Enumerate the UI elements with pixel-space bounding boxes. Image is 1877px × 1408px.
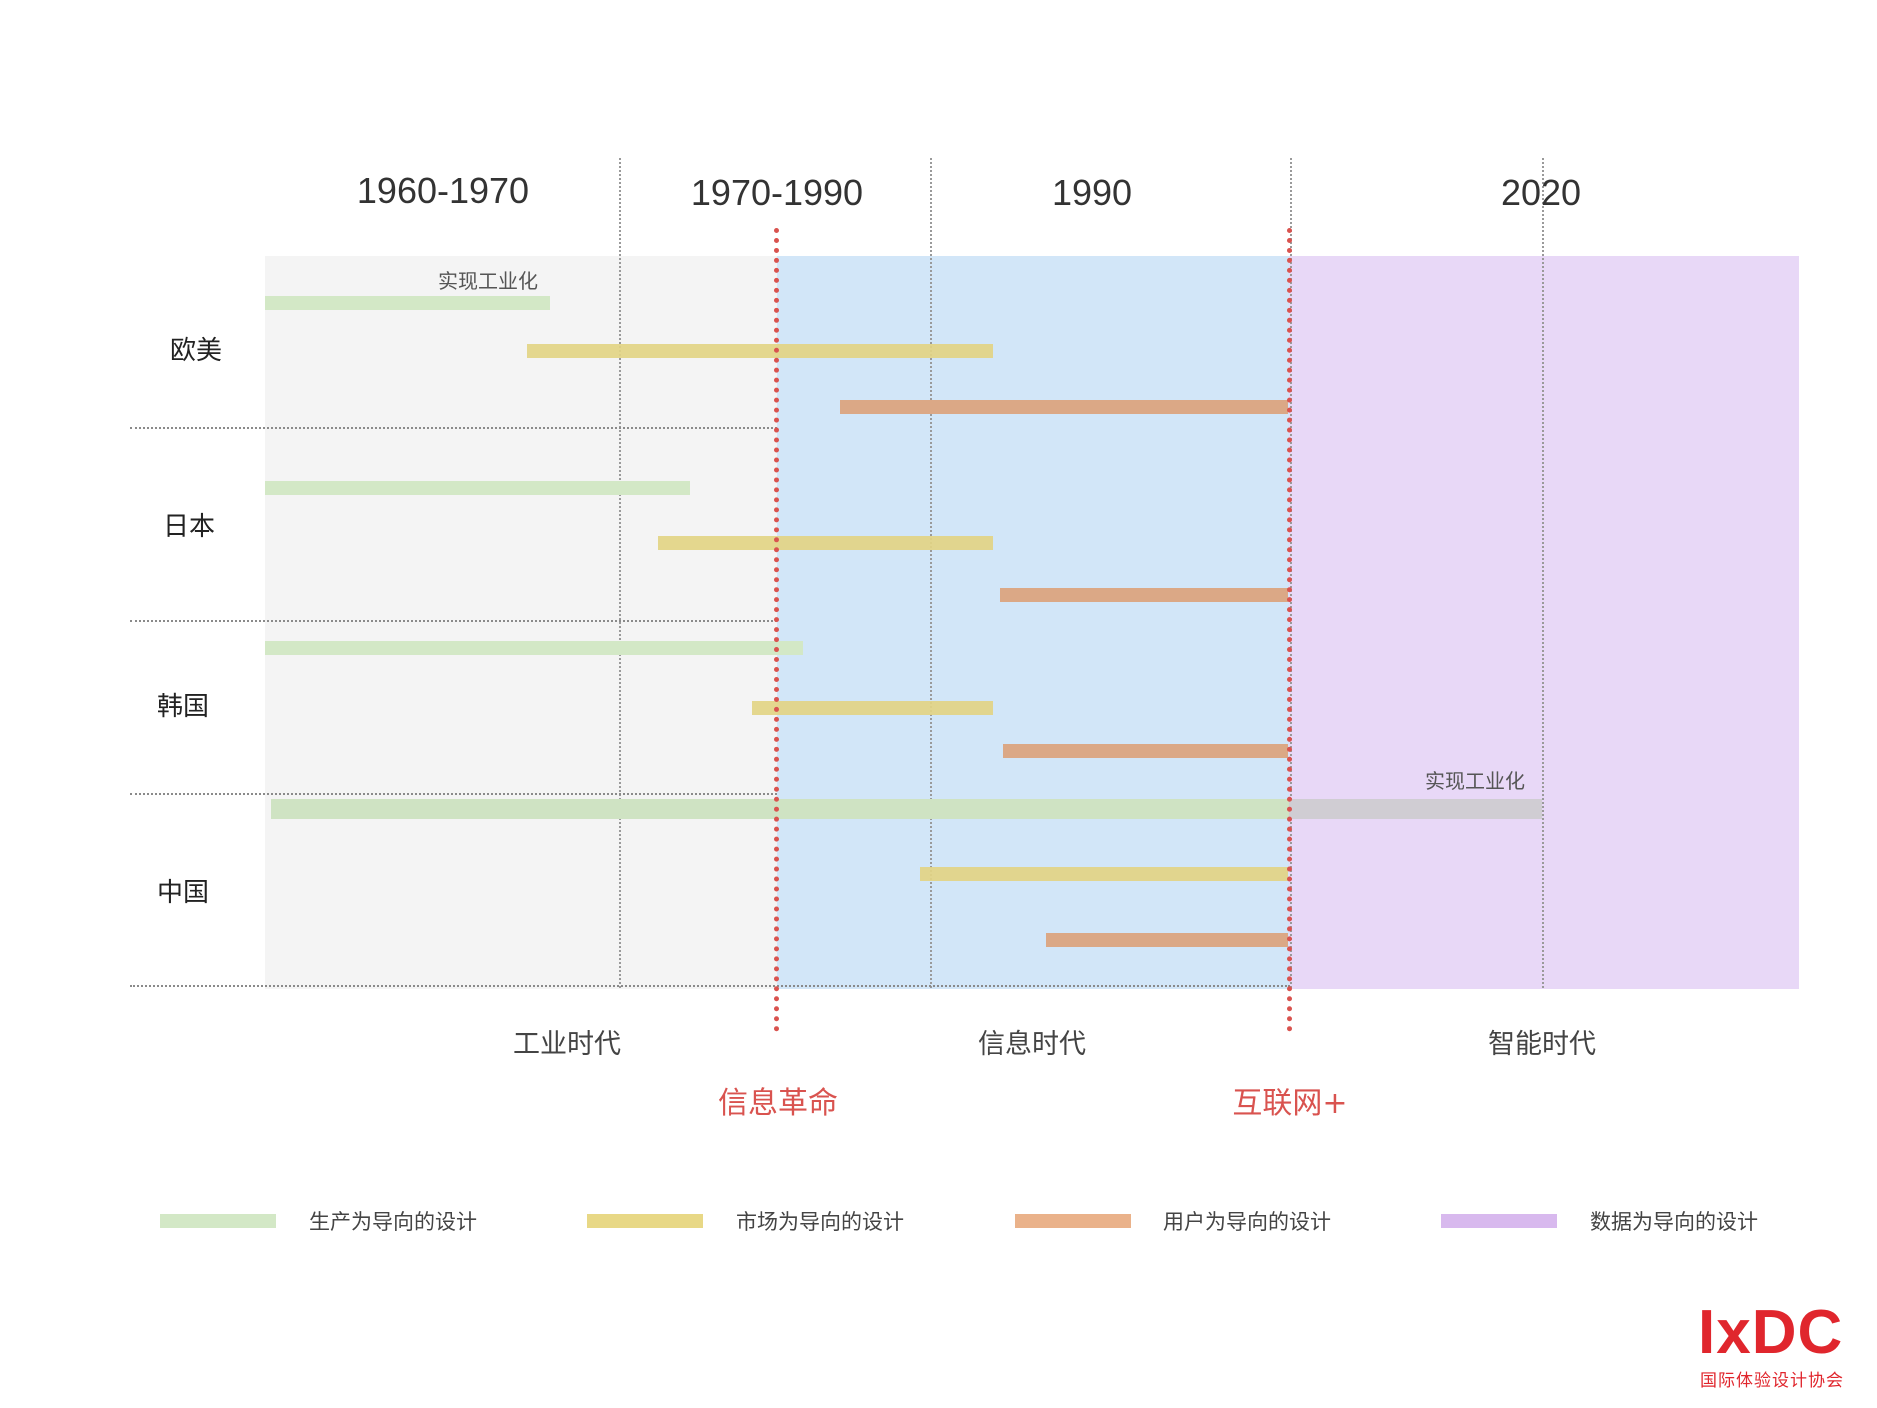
- period-label: 1990: [1051, 172, 1133, 213]
- period-divider-4: [1542, 158, 1544, 988]
- user-design-bar: [840, 400, 1288, 414]
- production-design-bar: [265, 481, 690, 495]
- market-design-bar: [752, 701, 993, 715]
- market-design-bar: [527, 344, 993, 358]
- user-design-bar: [1000, 588, 1288, 602]
- legend-label: 用户为导向的设计: [1163, 1210, 1331, 1234]
- production-design-bar: [265, 296, 550, 310]
- information-era-band: [777, 256, 1289, 989]
- period-divider-1: [619, 158, 621, 988]
- region-divider-2: [130, 620, 777, 622]
- region-divider-3: [130, 793, 777, 795]
- region-divider-4: [130, 985, 1290, 987]
- ixdc-logo-subtitle: 国际体验设计协会: [1700, 1371, 1844, 1390]
- intelligent-era-band: [1289, 256, 1799, 989]
- period-label: 1970-1990: [690, 172, 864, 213]
- region-label: 欧美: [170, 336, 223, 366]
- industrialization-note: 实现工业化: [438, 269, 538, 293]
- region-label: 中国: [157, 878, 210, 908]
- era-label: 工业时代: [513, 1029, 621, 1060]
- period-label: 2020: [1500, 172, 1582, 213]
- legend-label: 市场为导向的设计: [736, 1210, 904, 1234]
- legend-swatch-user: [1015, 1214, 1131, 1228]
- legend-swatch-production: [160, 1214, 276, 1228]
- period-label: 1960-1970: [356, 170, 530, 211]
- era-label: 智能时代: [1488, 1029, 1596, 1060]
- industrial-era-band: [265, 256, 777, 989]
- period-divider-2: [930, 158, 932, 988]
- market-design-bar: [658, 536, 993, 550]
- region-label: 日本: [163, 512, 216, 542]
- event-label: 信息革命: [718, 1086, 838, 1121]
- user-design-bar: [1046, 933, 1288, 947]
- event-label: 互联网+: [1232, 1086, 1348, 1121]
- legend-swatch-data: [1441, 1214, 1557, 1228]
- legend-label: 生产为导向的设计: [309, 1210, 477, 1234]
- region-label: 韩国: [157, 692, 210, 722]
- legend-label: 数据为导向的设计: [1590, 1210, 1758, 1234]
- industrialization-note: 实现工业化: [1425, 769, 1525, 793]
- user-design-bar: [1003, 744, 1288, 758]
- information-revolution-line: [774, 228, 779, 1032]
- production-design-bar-extension: [1289, 799, 1542, 819]
- ixdc-logo: IxDC: [1698, 1298, 1844, 1367]
- internet-plus-line: [1287, 228, 1292, 1032]
- era-label: 信息时代: [978, 1029, 1086, 1060]
- market-design-bar: [920, 867, 1288, 881]
- production-design-bar: [265, 641, 803, 655]
- region-divider-1: [130, 427, 777, 429]
- production-design-bar: [271, 799, 1289, 819]
- legend-swatch-market: [587, 1214, 703, 1228]
